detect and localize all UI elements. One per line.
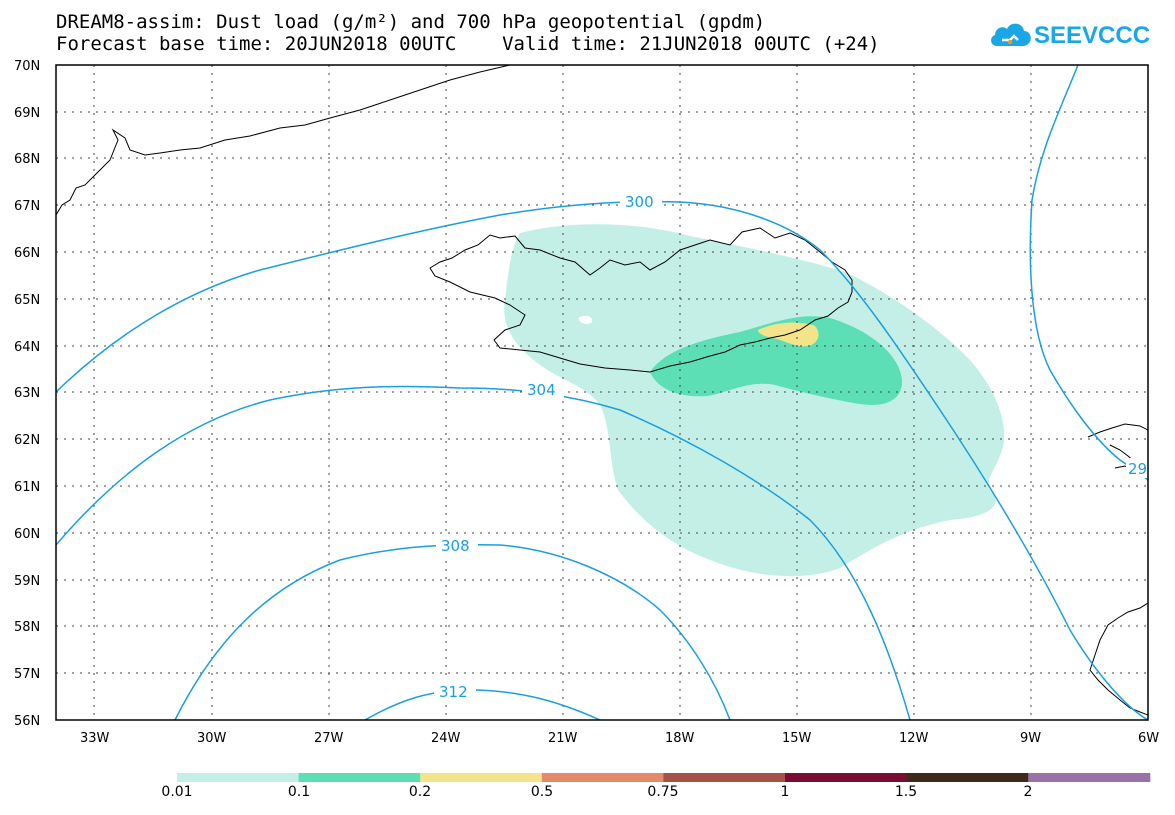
lon-label: 9W [1020, 731, 1041, 746]
lat-label: 64N [14, 340, 40, 355]
lon-gridlines [93, 65, 1032, 720]
contour-label-29: 29 [1128, 460, 1147, 478]
lat-label: 70N [14, 59, 40, 74]
lat-label: 67N [14, 199, 40, 214]
colorbar-swatch [298, 773, 421, 782]
contour-label-304: 304 [527, 381, 556, 399]
colorbar-label: 0.2 [408, 784, 432, 800]
geopotential-contours [56, 65, 1148, 720]
lon-label: 24W [431, 731, 461, 746]
colorbar-swatch [177, 773, 300, 782]
colorbar-label: 0.5 [530, 784, 554, 800]
colorbar-swatch [420, 773, 543, 782]
lon-label: 27W [314, 731, 344, 746]
lat-label: 65N [14, 293, 40, 308]
colorbar-label: 0.1 [287, 784, 311, 800]
colorbar [177, 773, 1151, 782]
colorbar-swatch [1028, 773, 1151, 782]
colorbar-label: 1.5 [894, 784, 918, 800]
contour-label-312: 312 [439, 683, 468, 701]
lat-axis-labels: 70N 69N 68N 67N 66N 65N 64N 63N 62N 61N … [14, 59, 40, 729]
contour-label-300: 300 [625, 193, 654, 211]
lon-label: 12W [899, 731, 929, 746]
colorbar-label: 0.75 [647, 784, 679, 800]
lon-label: 33W [80, 731, 110, 746]
dust-region-mid [650, 316, 903, 405]
lat-label: 62N [14, 433, 40, 448]
logo-text: SEEVCCC [1034, 22, 1151, 49]
colorbar-swatch [906, 773, 1029, 782]
contour-300 [56, 200, 1148, 720]
lat-label: 56N [14, 714, 40, 729]
lat-label: 66N [14, 246, 40, 261]
greenland-coast [56, 65, 511, 216]
contour-east [1029, 65, 1148, 481]
lon-label: 18W [665, 731, 695, 746]
colorbar-swatch [785, 773, 908, 782]
lat-label: 69N [14, 106, 40, 121]
map-title: DREAM8-assim: Dust load (g/m²) and 700 h… [56, 11, 766, 33]
dust-region-low [504, 224, 1005, 577]
colorbar-swatch [541, 773, 664, 782]
seevccc-logo: SEEVCCC [988, 16, 1150, 58]
map-frame [55, 64, 1149, 721]
map-subtitle: Forecast base time: 20JUN2018 00UTC Vali… [56, 33, 880, 55]
lat-label: 59N [14, 574, 40, 589]
lat-label: 63N [14, 386, 40, 401]
colorbar-swatch [663, 773, 786, 782]
lat-gridlines [56, 111, 1148, 674]
colorbar-label: 1 [780, 784, 790, 800]
lat-label: 61N [14, 480, 40, 495]
cloud-icon [991, 23, 1031, 46]
scotland-coast [1089, 602, 1148, 716]
lat-label: 60N [14, 527, 40, 542]
contour-label-group: 300 304 308 312 29 [434, 191, 1148, 701]
lon-label: 6W [1138, 731, 1159, 746]
lon-label: 21W [548, 731, 578, 746]
contour-308 [174, 543, 731, 720]
colorbar-label: 2 [1023, 784, 1033, 800]
contour-label-308: 308 [441, 537, 470, 555]
lon-label: 30W [197, 731, 227, 746]
lon-axis-labels: 33W 30W 27W 24W 21W 18W 15W 12W 9W 6W [80, 731, 1159, 746]
lat-label: 57N [14, 667, 40, 682]
colorbar-label: 0.01 [161, 784, 193, 800]
lat-label: 58N [14, 620, 40, 635]
lat-label: 68N [14, 152, 40, 167]
lon-label: 15W [782, 731, 812, 746]
contour-312 [364, 689, 601, 720]
